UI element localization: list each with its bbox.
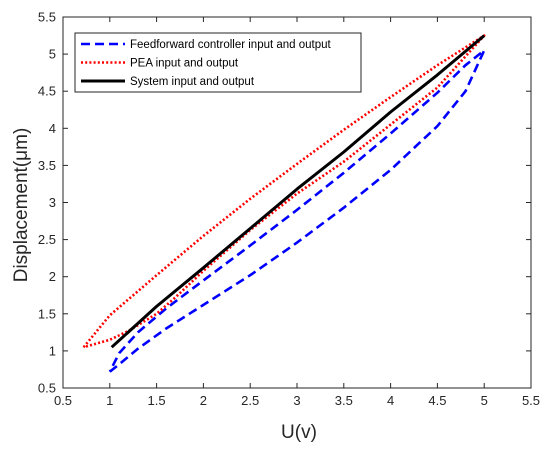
ticks-layer: 0.5 1 1.5 2 2.5 3 3.5 4 4.5 5 5.5 0.5 1 1.5 2 2.5 3 3.5 4 4… <box>38 10 540 409</box>
y-tick-label: 4.5 <box>38 84 56 99</box>
y-tick-label: 5 <box>49 47 56 62</box>
x-tick-label: 3 <box>293 393 300 408</box>
y-tick-label: 1.5 <box>38 306 56 321</box>
legend-label-1: Feedforward controller input and output <box>130 39 332 51</box>
y-axis-label: Displacement(μm) <box>11 128 32 283</box>
x-tick-label: 2.5 <box>241 393 259 408</box>
x-tick-label: 0.5 <box>54 393 72 408</box>
y-tick-label: 4 <box>49 121 56 136</box>
x-tick-label: 1.5 <box>148 393 166 408</box>
x-tick-label: 3.5 <box>335 393 353 408</box>
y-tick-label: 5.5 <box>38 10 56 25</box>
y-tick-label: 3 <box>49 195 56 210</box>
x-tick-label: 4 <box>387 393 394 408</box>
legend: Feedforward controller input and output P… <box>74 32 362 93</box>
y-tick-label: 0.5 <box>38 381 56 396</box>
series-layer <box>82 34 486 373</box>
y-tick-label: 2.5 <box>38 232 56 247</box>
series-line-3 <box>110 34 486 349</box>
x-tick-label: 5.5 <box>522 393 540 408</box>
legend-label-2: PEA input and output <box>130 58 239 70</box>
x-tick-label: 1 <box>106 393 113 408</box>
x-tick-label: 4.5 <box>428 393 446 408</box>
series-line-1 <box>108 49 486 373</box>
y-tick-label: 1 <box>49 343 56 358</box>
y-tick-label: 3.5 <box>38 158 56 173</box>
x-tick-label: 5 <box>481 393 488 408</box>
x-tick-label: 2 <box>200 393 207 408</box>
y-tick-label: 2 <box>49 269 56 284</box>
legend-label-3: System input and output <box>130 76 255 88</box>
x-axis-label: U(v) <box>281 422 317 443</box>
